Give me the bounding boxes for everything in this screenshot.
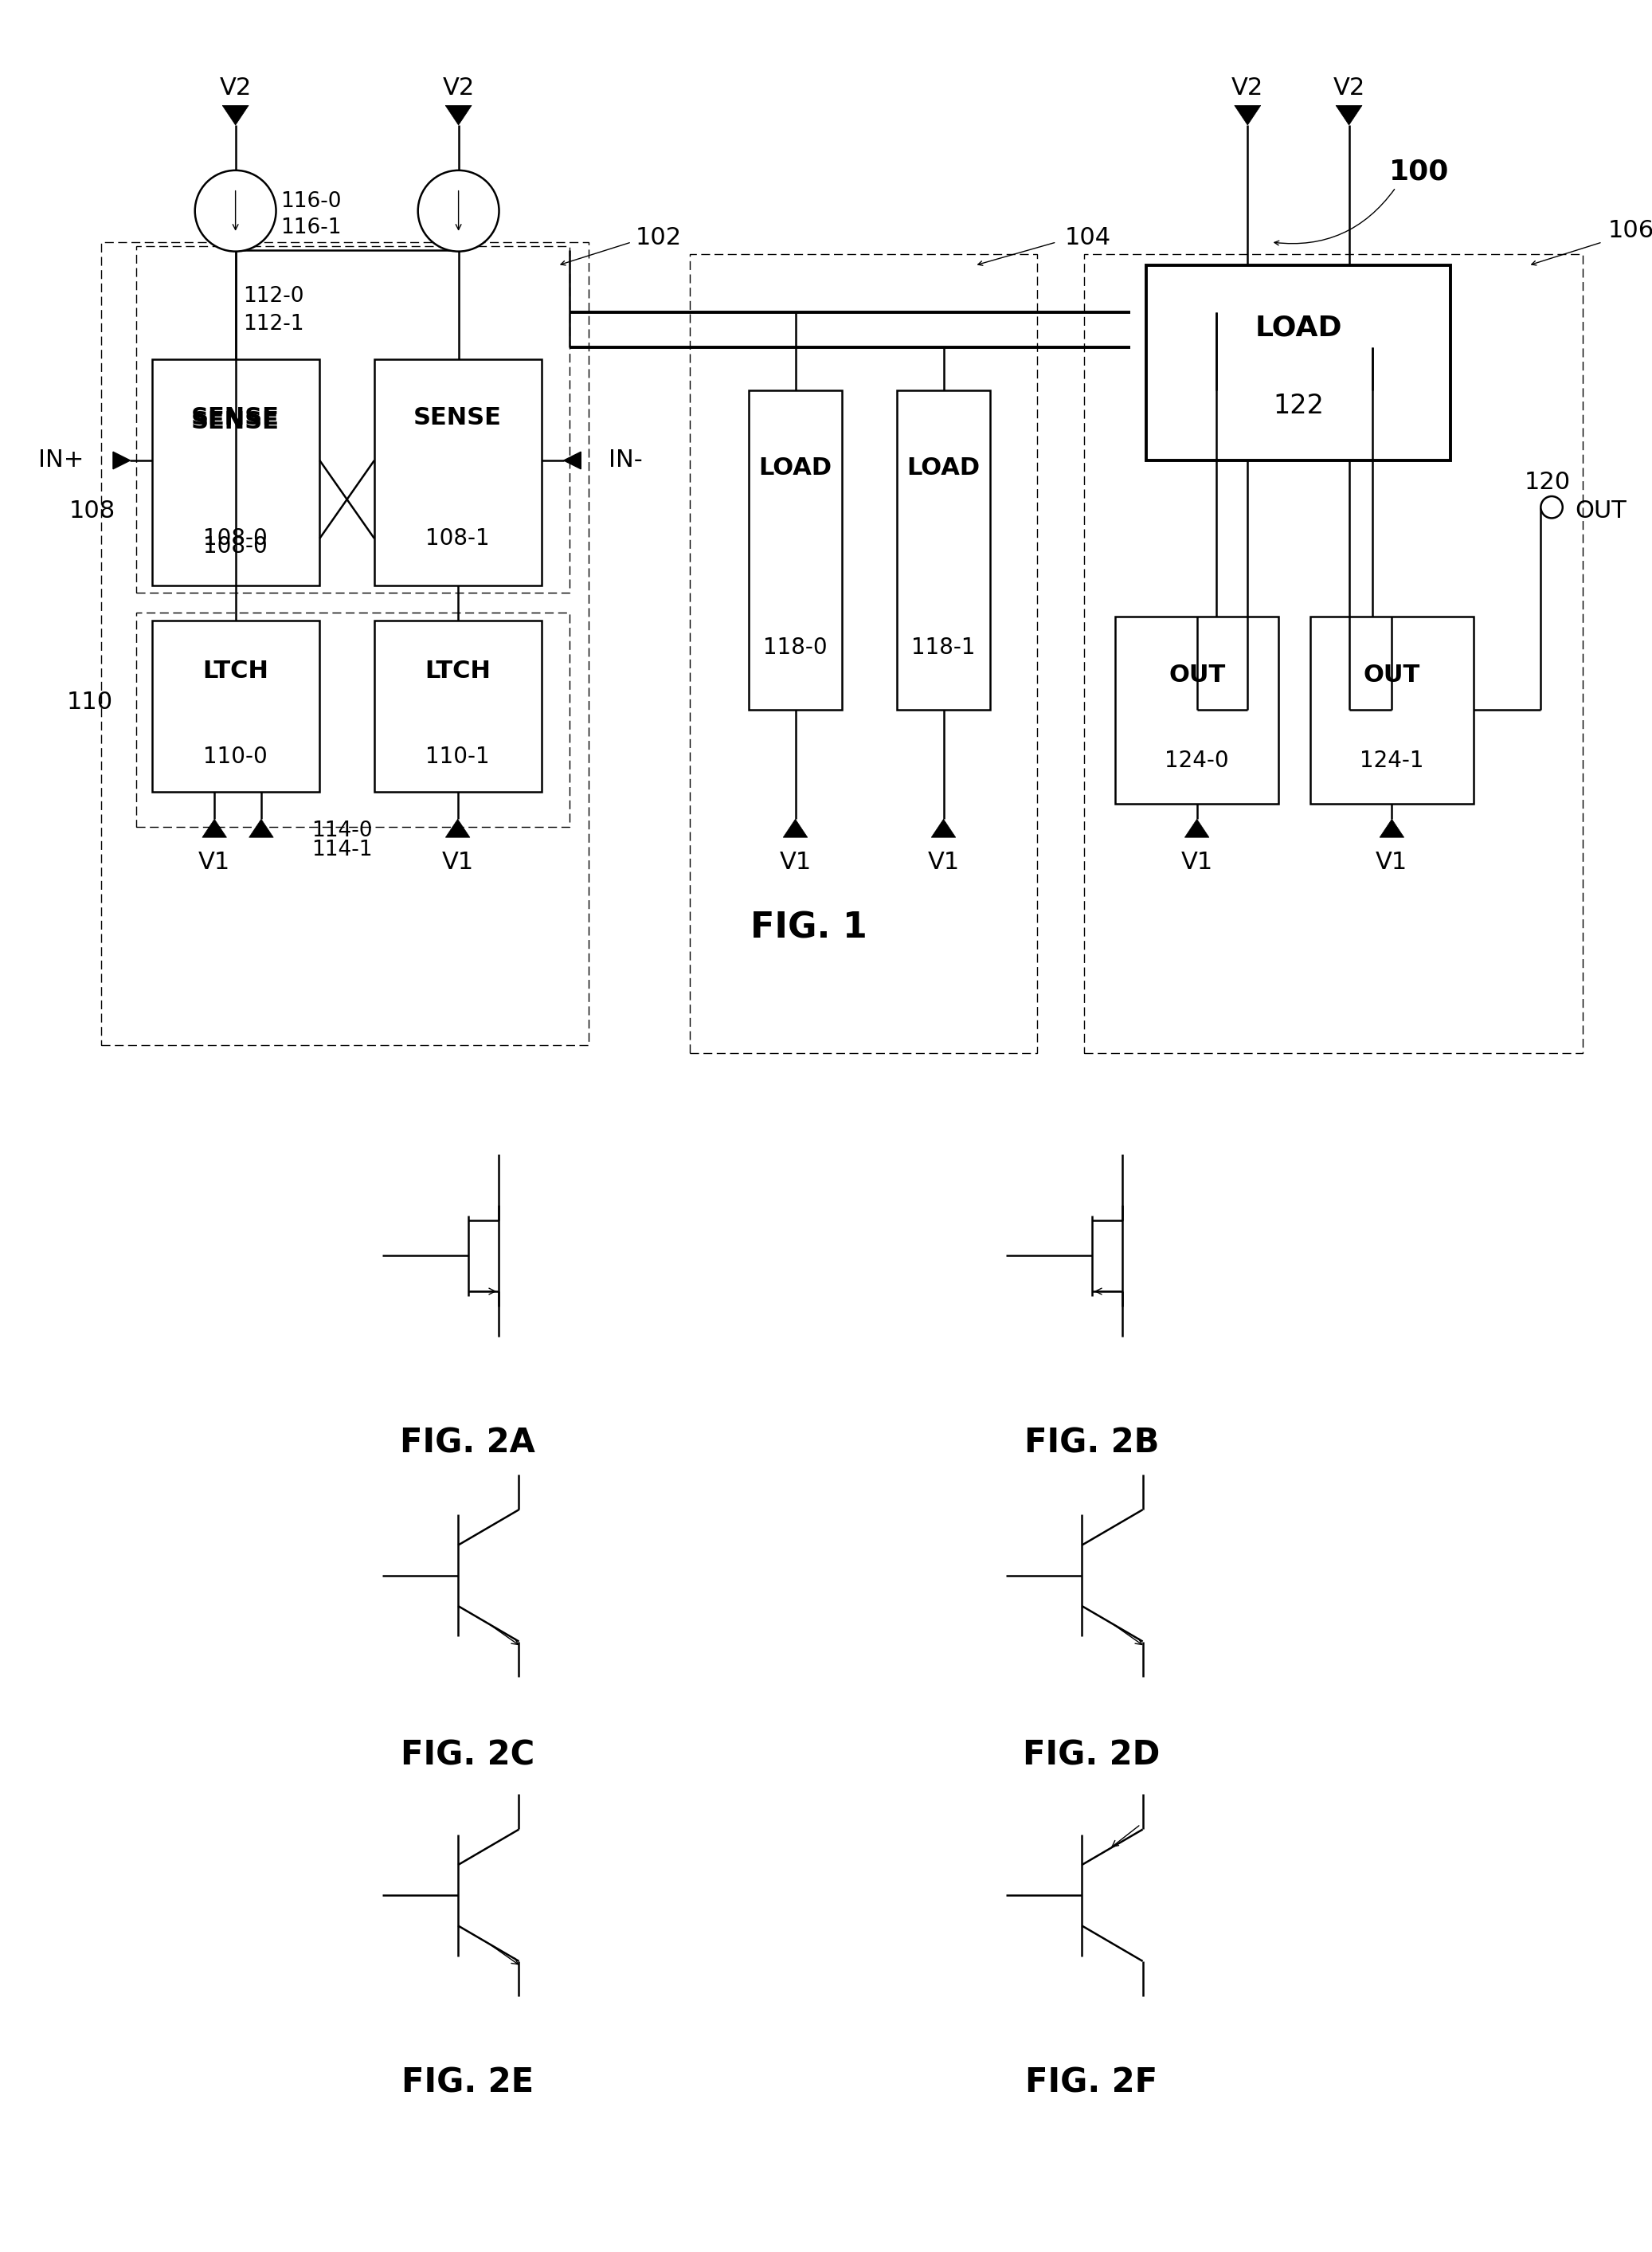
Text: IN-: IN- (608, 448, 643, 473)
Polygon shape (932, 820, 955, 838)
Bar (152, 358, 320, 586)
Bar (691, 254, 1037, 1054)
Text: LOAD: LOAD (758, 457, 833, 480)
Polygon shape (202, 820, 226, 838)
Text: 118-1: 118-1 (912, 637, 976, 660)
Bar (1146, 266, 1450, 459)
Text: FIG. 2E: FIG. 2E (401, 2065, 534, 2099)
Text: 104: 104 (1064, 227, 1110, 250)
Text: 110-0: 110-0 (203, 745, 268, 768)
Text: LOAD: LOAD (907, 457, 980, 480)
Text: SENSE: SENSE (192, 410, 279, 432)
Text: V2: V2 (443, 77, 474, 99)
Text: 108-1: 108-1 (426, 527, 491, 549)
Circle shape (1541, 495, 1563, 518)
Text: FIG. 1: FIG. 1 (750, 912, 867, 946)
Text: 116-1: 116-1 (281, 218, 342, 239)
Text: V1: V1 (198, 851, 231, 874)
Text: 114-1: 114-1 (312, 840, 373, 860)
Polygon shape (223, 106, 248, 126)
Text: 112-1: 112-1 (243, 313, 304, 333)
Bar (375, 619, 542, 793)
Text: OUT: OUT (1168, 664, 1226, 687)
Text: 114-0: 114-0 (312, 820, 373, 842)
Polygon shape (1336, 106, 1361, 126)
Polygon shape (112, 453, 131, 468)
Polygon shape (1234, 106, 1260, 126)
Polygon shape (446, 106, 471, 126)
Text: 102: 102 (636, 227, 682, 250)
Text: 108: 108 (69, 500, 116, 522)
Text: V2: V2 (1231, 77, 1264, 99)
Circle shape (195, 171, 276, 252)
Text: 108-0: 108-0 (203, 536, 268, 556)
Text: 106: 106 (1607, 218, 1652, 241)
Text: 112-0: 112-0 (243, 286, 304, 306)
Text: 122: 122 (1272, 392, 1323, 419)
Bar (101, 241, 588, 1045)
Text: 124-1: 124-1 (1360, 750, 1424, 772)
Text: 116-0: 116-0 (281, 191, 342, 212)
Polygon shape (563, 453, 582, 468)
Text: 118-0: 118-0 (763, 637, 828, 660)
Text: FIG. 2D: FIG. 2D (1023, 1739, 1160, 1772)
Text: V1: V1 (927, 851, 960, 874)
Polygon shape (249, 820, 273, 838)
Text: OUT: OUT (1363, 664, 1421, 687)
Bar (897, 390, 990, 709)
Text: V1: V1 (1181, 851, 1213, 874)
Text: V1: V1 (441, 851, 474, 874)
Bar (152, 619, 320, 793)
Text: FIG. 2B: FIG. 2B (1024, 1426, 1160, 1459)
Text: V1: V1 (1376, 851, 1408, 874)
Text: OUT: OUT (1574, 500, 1627, 522)
Text: FIG. 2C: FIG. 2C (401, 1739, 535, 1772)
Text: FIG. 2F: FIG. 2F (1026, 2065, 1158, 2099)
Text: FIG. 2A: FIG. 2A (400, 1426, 535, 1459)
Text: V2: V2 (220, 77, 251, 99)
Bar (1084, 254, 1583, 1054)
Text: LTCH: LTCH (425, 660, 491, 682)
Polygon shape (446, 820, 469, 838)
Circle shape (418, 171, 499, 252)
Polygon shape (1184, 820, 1209, 838)
Bar (137, 613, 570, 826)
Text: 108-0: 108-0 (203, 527, 268, 549)
Bar (375, 358, 542, 586)
Text: SENSE: SENSE (192, 405, 279, 430)
Polygon shape (783, 820, 808, 838)
Bar (1115, 617, 1279, 804)
Text: 110: 110 (66, 691, 112, 714)
Text: 124-0: 124-0 (1165, 750, 1229, 772)
Bar (1310, 617, 1474, 804)
Text: SENSE: SENSE (413, 405, 502, 430)
Text: 120: 120 (1525, 471, 1571, 493)
Text: 110-1: 110-1 (426, 745, 491, 768)
Text: LOAD: LOAD (1254, 315, 1341, 342)
Text: LTCH: LTCH (203, 660, 269, 682)
Text: V1: V1 (780, 851, 811, 874)
Polygon shape (1379, 820, 1404, 838)
Bar (137, 245, 570, 592)
Text: IN+: IN+ (38, 448, 84, 473)
Text: 100: 100 (1389, 158, 1449, 185)
Bar (748, 390, 843, 709)
Text: V2: V2 (1333, 77, 1365, 99)
